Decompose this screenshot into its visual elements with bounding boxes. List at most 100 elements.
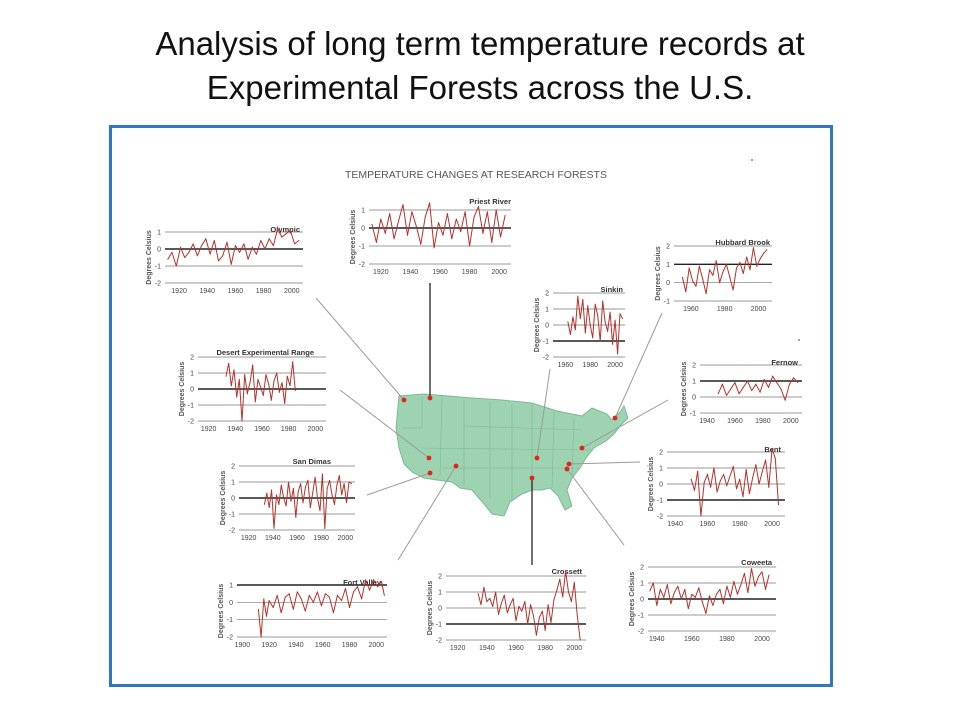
x-tick-label: 1960 xyxy=(315,642,331,649)
data-point xyxy=(213,240,215,241)
data-point xyxy=(272,245,274,247)
data-point xyxy=(726,394,727,396)
data-point xyxy=(756,265,758,267)
data-point xyxy=(723,473,725,475)
data-point xyxy=(732,289,734,291)
data-point xyxy=(263,503,265,505)
data-point xyxy=(527,623,529,625)
y-tick-label: 2 xyxy=(438,574,442,581)
data-point xyxy=(283,497,285,499)
chart-title: Coweeta xyxy=(741,558,773,567)
data-point xyxy=(309,507,311,509)
data-point xyxy=(752,477,754,479)
x-tick-label: 2000 xyxy=(751,306,767,313)
data-point xyxy=(353,591,354,593)
data-point xyxy=(389,213,391,215)
x-tick-label: 1980 xyxy=(313,535,329,542)
site-marker xyxy=(529,475,535,481)
data-point xyxy=(732,465,734,467)
y-tick-label: 2 xyxy=(190,355,194,362)
data-point xyxy=(722,603,724,605)
y-tick-label: 1 xyxy=(190,371,194,378)
y-tick-label: 0 xyxy=(545,323,549,330)
y-tick-label: -2 xyxy=(436,638,442,645)
state-border xyxy=(551,411,555,489)
data-point xyxy=(717,393,719,395)
data-point xyxy=(495,591,497,593)
chart-panel-san-dimas: -2 -1 0 1 2 1920 1940 1960 1980 2000 Degrees Celsi… xyxy=(220,457,355,542)
data-point xyxy=(708,595,710,597)
y-tick-label: 1 xyxy=(157,230,161,237)
data-point xyxy=(338,475,340,477)
y-tick-label: 1 xyxy=(640,581,644,588)
y-tick-label: -2 xyxy=(229,528,235,535)
series-line xyxy=(257,579,385,638)
data-point xyxy=(747,592,749,594)
site-marker xyxy=(427,395,433,401)
site-marker xyxy=(453,463,459,469)
x-tick-label: 2000 xyxy=(308,426,324,433)
data-point xyxy=(547,604,549,606)
data-point xyxy=(377,586,379,588)
y-axis-label: Degrees Celsius xyxy=(146,230,153,285)
data-point xyxy=(742,496,744,498)
data-point xyxy=(285,233,287,235)
data-point xyxy=(300,598,302,600)
series-line xyxy=(649,568,770,614)
data-point xyxy=(281,382,283,384)
data-point xyxy=(656,604,658,606)
y-tick-label: 0 xyxy=(666,280,670,287)
data-point xyxy=(334,503,335,505)
y-axis-label: Degrees Celsius xyxy=(681,362,688,417)
y-tick-label: -2 xyxy=(188,419,194,426)
data-point xyxy=(257,378,259,380)
data-point xyxy=(296,591,298,593)
data-point xyxy=(712,274,714,276)
site-markers xyxy=(401,395,618,481)
data-point xyxy=(771,448,773,450)
x-tick-label: 1920 xyxy=(261,642,277,649)
data-point xyxy=(550,621,552,623)
data-point xyxy=(573,581,575,583)
data-point xyxy=(512,597,514,599)
data-point xyxy=(677,585,679,587)
data-point xyxy=(317,497,318,499)
data-point xyxy=(276,372,278,374)
x-tick-label: 1980 xyxy=(462,269,478,276)
data-point xyxy=(438,222,439,224)
data-point xyxy=(752,247,754,249)
data-point xyxy=(604,321,606,323)
data-point xyxy=(324,527,326,529)
data-point xyxy=(478,205,479,207)
data-point xyxy=(572,316,574,318)
chart-panel-desert-experimental-range: -2 -1 0 1 2 1920 1940 1960 1980 2000 Degrees Celsi… xyxy=(179,348,326,433)
x-tick-label: 1960 xyxy=(683,306,699,313)
data-point xyxy=(230,385,232,387)
data-point xyxy=(180,246,181,248)
data-point xyxy=(577,295,579,297)
data-point xyxy=(252,364,254,366)
x-tick-label: 1960 xyxy=(432,269,448,276)
data-point xyxy=(759,391,761,393)
data-point xyxy=(225,375,227,377)
series-line xyxy=(717,375,799,401)
data-point xyxy=(411,211,413,213)
data-point xyxy=(249,382,251,384)
y-tick-label: -1 xyxy=(436,622,442,629)
site-marker xyxy=(612,415,618,421)
leader-line xyxy=(568,461,641,465)
leader-lines xyxy=(315,283,669,565)
state-border xyxy=(402,396,423,429)
leader-line xyxy=(581,399,669,449)
data-point xyxy=(286,375,288,377)
data-point xyxy=(565,570,567,572)
data-point xyxy=(570,601,572,603)
data-point xyxy=(328,596,330,598)
series-line xyxy=(225,361,296,422)
data-point xyxy=(247,258,249,260)
x-tick-label: 1940 xyxy=(228,426,244,433)
data-point xyxy=(239,251,241,253)
data-point xyxy=(297,491,299,493)
x-tick-label: 1940 xyxy=(199,288,215,295)
data-point xyxy=(276,494,277,496)
